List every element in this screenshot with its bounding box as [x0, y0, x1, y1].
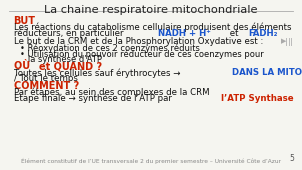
Text: Etape finale → synthèse de l’ATP par: Etape finale → synthèse de l’ATP par	[14, 94, 174, 103]
Text: FADH₂: FADH₂	[249, 29, 278, 38]
Text: la synthèse d’ATP: la synthèse d’ATP	[20, 55, 102, 64]
Text: l’ATP Synthase: l’ATP Synthase	[221, 94, 294, 103]
Text: et: et	[227, 29, 244, 38]
Text: BUT: BUT	[14, 16, 36, 26]
Text: Toutes les cellules sauf érythrocytes →: Toutes les cellules sauf érythrocytes →	[14, 68, 183, 78]
Text: / Tout le temps: / Tout le temps	[14, 74, 78, 83]
Text: DANS LA MITOCHONDRIE: DANS LA MITOCHONDRIE	[232, 68, 302, 77]
Text: 5: 5	[290, 154, 294, 163]
Text: Les réactions du catabolisme cellulaire produisent des éléments: Les réactions du catabolisme cellulaire …	[14, 23, 291, 32]
Text: La chaine respiratoire mitochondriale: La chaine respiratoire mitochondriale	[44, 5, 258, 15]
Text: réducteurs, en particulier: réducteurs, en particulier	[14, 29, 126, 38]
Text: Par étapes, au sein des complexes de la CRM: Par étapes, au sein des complexes de la …	[14, 87, 209, 97]
Text: Le but de la CRM et de la Phosphorylation Oxydative est :: Le but de la CRM et de la Phosphorylatio…	[14, 37, 263, 46]
Text: Élément constitutif de l’UE transversale 2 du premier semestre – Université Côte: Élément constitutif de l’UE transversale…	[21, 158, 281, 164]
Text: NADH + H⁺: NADH + H⁺	[159, 29, 211, 38]
Text: COMMENT ?: COMMENT ?	[14, 81, 79, 90]
Text: • Utilisation du pouvoir réducteur de ces coenzymes pour: • Utilisation du pouvoir réducteur de ce…	[20, 49, 263, 59]
Text: OÙ: OÙ	[14, 61, 33, 71]
Text: et QUAND ?: et QUAND ?	[39, 61, 102, 71]
Text: ▶: ▶	[281, 38, 286, 44]
Text: • Réoxydation de ces 2 coenzymes réduits: • Réoxydation de ces 2 coenzymes réduits	[20, 43, 200, 53]
